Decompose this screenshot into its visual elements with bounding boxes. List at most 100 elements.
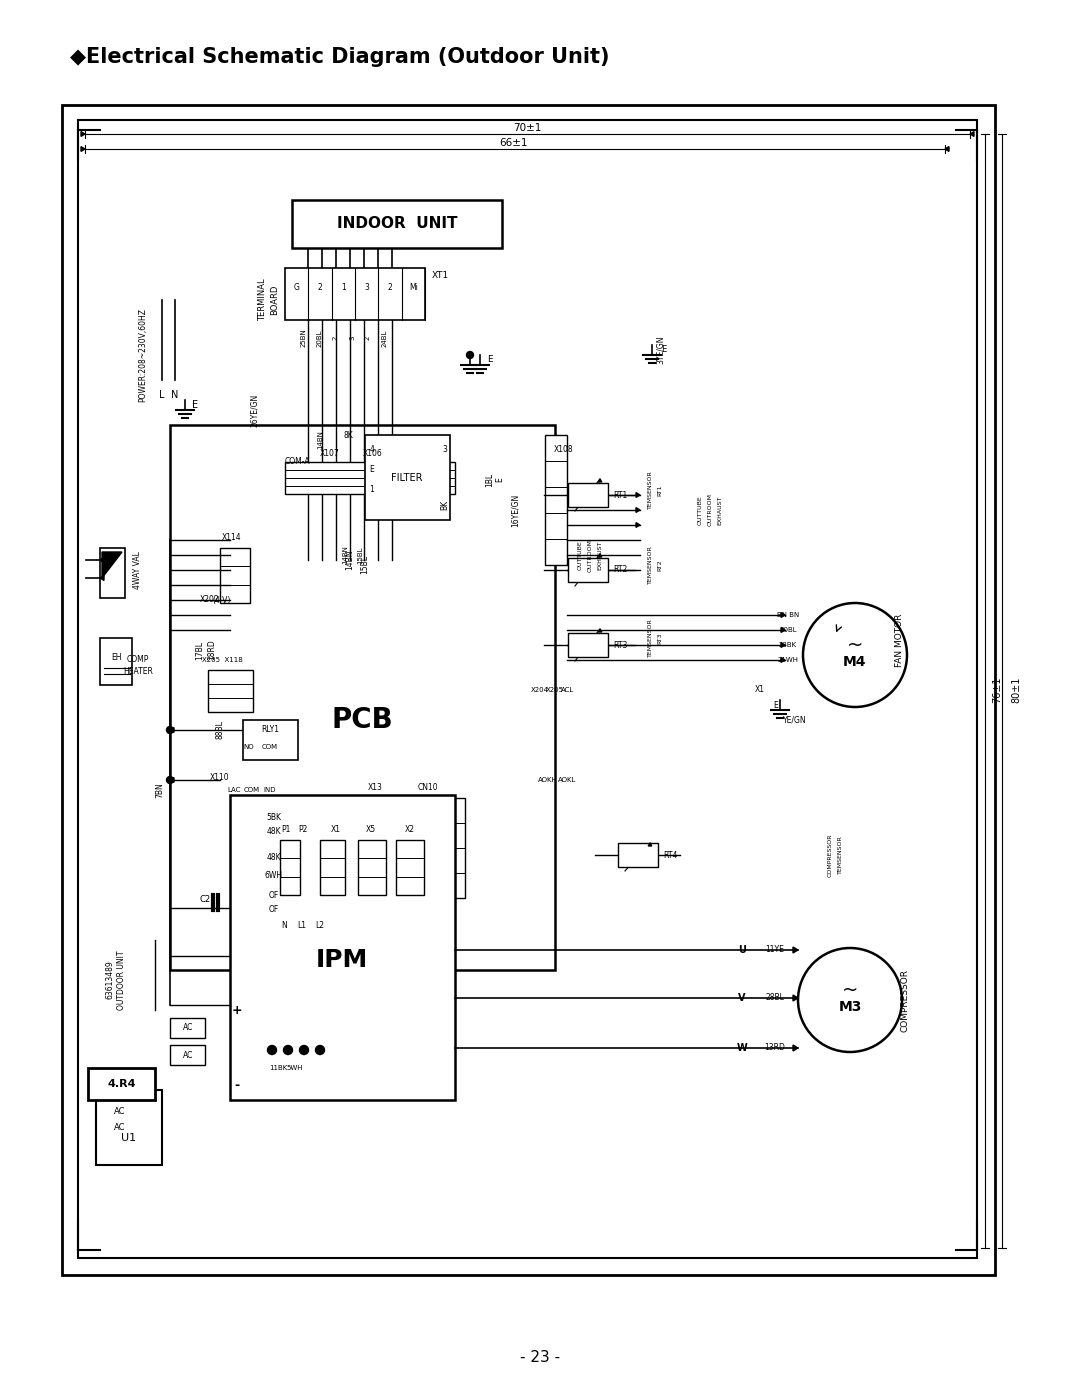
Text: RT1: RT1 <box>612 490 627 500</box>
Text: N: N <box>172 390 178 400</box>
Text: OUTROOM: OUTROOM <box>707 493 713 527</box>
Circle shape <box>315 1045 324 1055</box>
Bar <box>437 798 465 898</box>
Text: 14BN: 14BN <box>318 430 323 450</box>
Polygon shape <box>170 778 174 782</box>
Bar <box>618 842 658 868</box>
Text: 24BL: 24BL <box>382 330 388 346</box>
Text: ◆Electrical Schematic Diagram (Outdoor Unit): ◆Electrical Schematic Diagram (Outdoor U… <box>70 47 609 67</box>
Text: 48K: 48K <box>267 854 281 862</box>
Text: 1BL: 1BL <box>486 474 495 488</box>
Text: X108: X108 <box>554 446 573 454</box>
Text: E: E <box>369 465 375 475</box>
Text: 1: 1 <box>341 284 346 292</box>
Text: 2: 2 <box>365 335 372 341</box>
Text: TEMSENSOR: TEMSENSOR <box>648 619 652 658</box>
Text: EH: EH <box>111 654 121 662</box>
Text: 23BK: 23BK <box>779 643 797 648</box>
Text: FAN MOTOR: FAN MOTOR <box>895 613 905 666</box>
Bar <box>170 1018 205 1038</box>
Text: +: + <box>232 1003 242 1017</box>
Text: U: U <box>738 944 746 956</box>
Text: 48K: 48K <box>267 827 281 837</box>
Text: 30BL: 30BL <box>779 627 797 633</box>
Polygon shape <box>648 842 652 847</box>
Polygon shape <box>598 629 602 631</box>
Text: (4-V): (4-V) <box>213 595 231 605</box>
Text: X1: X1 <box>330 826 341 834</box>
Bar <box>285 268 426 320</box>
Bar <box>243 719 298 760</box>
Bar <box>407 798 435 898</box>
Text: G: G <box>294 284 299 292</box>
Bar <box>357 798 384 898</box>
Bar <box>96 1090 162 1165</box>
Text: RT2: RT2 <box>612 566 627 574</box>
Bar <box>396 840 424 895</box>
Text: L: L <box>159 390 165 400</box>
Bar <box>568 557 608 583</box>
Text: EXHAUST: EXHAUST <box>597 541 603 570</box>
Text: PCB: PCB <box>332 705 393 733</box>
Polygon shape <box>598 479 602 482</box>
Polygon shape <box>100 576 104 580</box>
Text: 21WH: 21WH <box>778 657 798 664</box>
Bar <box>100 638 132 685</box>
Text: C2: C2 <box>200 895 211 904</box>
Polygon shape <box>781 643 785 647</box>
Polygon shape <box>781 627 785 633</box>
Text: X204: X204 <box>531 687 549 693</box>
Polygon shape <box>781 613 785 617</box>
Text: 7BN: 7BN <box>156 782 164 798</box>
Text: XT1: XT1 <box>431 271 448 279</box>
Text: 4: 4 <box>369 446 375 454</box>
Text: CN10: CN10 <box>418 784 438 792</box>
Text: COM: COM <box>244 787 260 793</box>
Bar <box>170 1045 205 1065</box>
Text: 6WH: 6WH <box>265 870 283 880</box>
Text: 18RD: 18RD <box>207 640 216 661</box>
Text: 20BL: 20BL <box>318 330 323 346</box>
Text: X110: X110 <box>211 774 230 782</box>
Text: FILTER: FILTER <box>391 474 422 483</box>
Text: L2: L2 <box>315 921 324 929</box>
Text: E: E <box>661 345 666 355</box>
Text: RT3: RT3 <box>658 633 662 644</box>
Text: OUTTUBE: OUTTUBE <box>698 495 702 525</box>
Text: E: E <box>773 700 779 710</box>
Text: 2: 2 <box>333 335 339 341</box>
Text: X106: X106 <box>363 448 383 457</box>
Text: 15BL: 15BL <box>361 556 369 574</box>
Bar <box>357 840 386 895</box>
Circle shape <box>166 777 174 784</box>
Text: AC: AC <box>183 1051 193 1059</box>
Text: OF: OF <box>269 891 279 901</box>
Polygon shape <box>170 728 174 732</box>
Bar <box>230 795 455 1099</box>
Circle shape <box>299 1045 309 1055</box>
Text: U1: U1 <box>121 1133 136 1143</box>
Text: M4: M4 <box>843 655 867 669</box>
Circle shape <box>804 604 907 707</box>
Circle shape <box>798 949 902 1052</box>
Polygon shape <box>598 555 602 557</box>
Text: M3: M3 <box>838 1000 862 1014</box>
Circle shape <box>268 1045 276 1055</box>
Text: COM-A: COM-A <box>284 457 310 467</box>
Bar <box>285 462 365 495</box>
Polygon shape <box>793 1045 798 1051</box>
Text: 11BK: 11BK <box>269 1065 287 1071</box>
Text: 80±1: 80±1 <box>1011 676 1021 703</box>
Bar <box>62 105 995 1275</box>
Text: 5WH: 5WH <box>287 1065 303 1071</box>
Text: Mi: Mi <box>409 284 418 292</box>
Text: N: N <box>281 921 287 929</box>
Text: X107: X107 <box>320 448 340 457</box>
Polygon shape <box>945 147 949 151</box>
Text: 4.R4: 4.R4 <box>108 1078 136 1090</box>
Text: X2: X2 <box>405 826 415 834</box>
Text: P2: P2 <box>298 826 308 834</box>
Text: E: E <box>487 355 492 365</box>
Bar <box>568 483 608 507</box>
Text: AC: AC <box>114 1123 125 1133</box>
